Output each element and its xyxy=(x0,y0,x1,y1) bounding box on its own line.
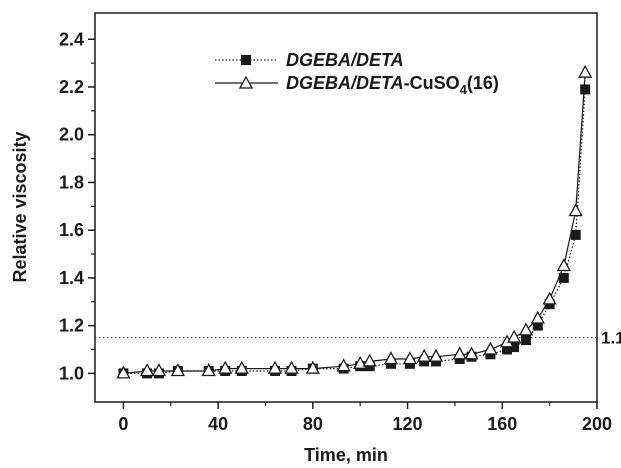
data-point xyxy=(452,346,467,360)
y-tick-label: 1.8 xyxy=(59,172,84,192)
series-layer xyxy=(116,64,593,379)
data-point xyxy=(568,203,583,217)
y-tick-label: 1.6 xyxy=(59,220,84,240)
legend-label-2-main: DGEBA/DETA xyxy=(286,73,404,93)
data-point xyxy=(116,365,131,379)
legend-label-1: DGEBA/DETA xyxy=(286,50,404,70)
y-tick-label: 2.2 xyxy=(59,77,84,97)
legend-label-1-main: DGEBA/DETA xyxy=(286,50,404,70)
data-point xyxy=(507,329,522,343)
data-point xyxy=(336,358,351,372)
x-tick-label: 200 xyxy=(582,414,612,434)
data-point xyxy=(218,360,233,374)
data-point xyxy=(532,320,543,331)
y-axis-label: Relative viscosity xyxy=(10,131,30,282)
plot-frame xyxy=(94,12,598,403)
data-point xyxy=(151,363,167,377)
data-point xyxy=(502,344,512,355)
legend-marker-open-triangle xyxy=(238,75,254,89)
x-tick-label: 120 xyxy=(393,414,423,434)
data-point xyxy=(234,360,249,374)
series-1-line xyxy=(123,89,586,374)
y-tick-label: 1.2 xyxy=(59,316,84,336)
y-axis: 1.0 1.2 1.4 1.6 1.8 2.0 2.2 2.4 xyxy=(59,29,95,383)
data-point xyxy=(542,291,557,305)
x-tick-label: 160 xyxy=(487,414,517,434)
data-point xyxy=(201,363,216,377)
data-point xyxy=(483,341,498,355)
data-point xyxy=(509,342,520,353)
x-tick-label: 40 xyxy=(208,414,228,434)
x-tick-label: 0 xyxy=(118,414,128,434)
data-point xyxy=(464,346,479,360)
series-2-line xyxy=(123,72,586,374)
data-point xyxy=(578,64,593,78)
series-2 xyxy=(116,64,593,379)
data-point xyxy=(383,351,399,365)
data-point xyxy=(570,229,581,240)
data-point xyxy=(305,360,320,374)
data-point xyxy=(362,353,377,367)
data-point xyxy=(402,351,418,365)
legend-entry-2: DGEBA/DETA-CuSO4(16) xyxy=(215,73,499,97)
data-point xyxy=(428,348,444,362)
data-point xyxy=(530,310,545,324)
data-point xyxy=(518,322,534,336)
reference-line-group: 1.15 xyxy=(95,329,621,348)
legend-label-2-tail: (16) xyxy=(467,73,499,93)
legend: DGEBA/DETA DGEBA/DETA-CuSO4(16) xyxy=(215,50,499,97)
legend-label-2-suffix: -CuSO xyxy=(404,73,460,93)
x-axis-label: Time, min xyxy=(304,445,388,465)
legend-label-2: DGEBA/DETA-CuSO4(16) xyxy=(286,73,499,97)
x-tick-label: 80 xyxy=(303,414,323,434)
data-point xyxy=(580,84,591,95)
data-point xyxy=(521,335,531,345)
x-axis: 0 40 80 120 160 200 xyxy=(118,402,612,434)
y-tick-label: 1.0 xyxy=(59,363,84,383)
y-tick-label: 2.0 xyxy=(59,125,84,145)
data-point xyxy=(417,348,432,362)
y-tick-label: 2.4 xyxy=(59,29,84,49)
data-point xyxy=(556,258,571,272)
data-point xyxy=(267,360,283,374)
y-tick-label: 1.4 xyxy=(59,268,84,288)
data-point xyxy=(139,363,155,377)
data-point xyxy=(558,272,569,283)
reference-line-label: 1.15 xyxy=(601,329,621,348)
legend-marker-filled-square xyxy=(241,55,251,65)
data-point xyxy=(170,363,185,377)
legend-label-2-subscript: 4 xyxy=(460,82,468,97)
legend-entry-1: DGEBA/DETA xyxy=(215,50,404,70)
data-point xyxy=(284,360,299,374)
